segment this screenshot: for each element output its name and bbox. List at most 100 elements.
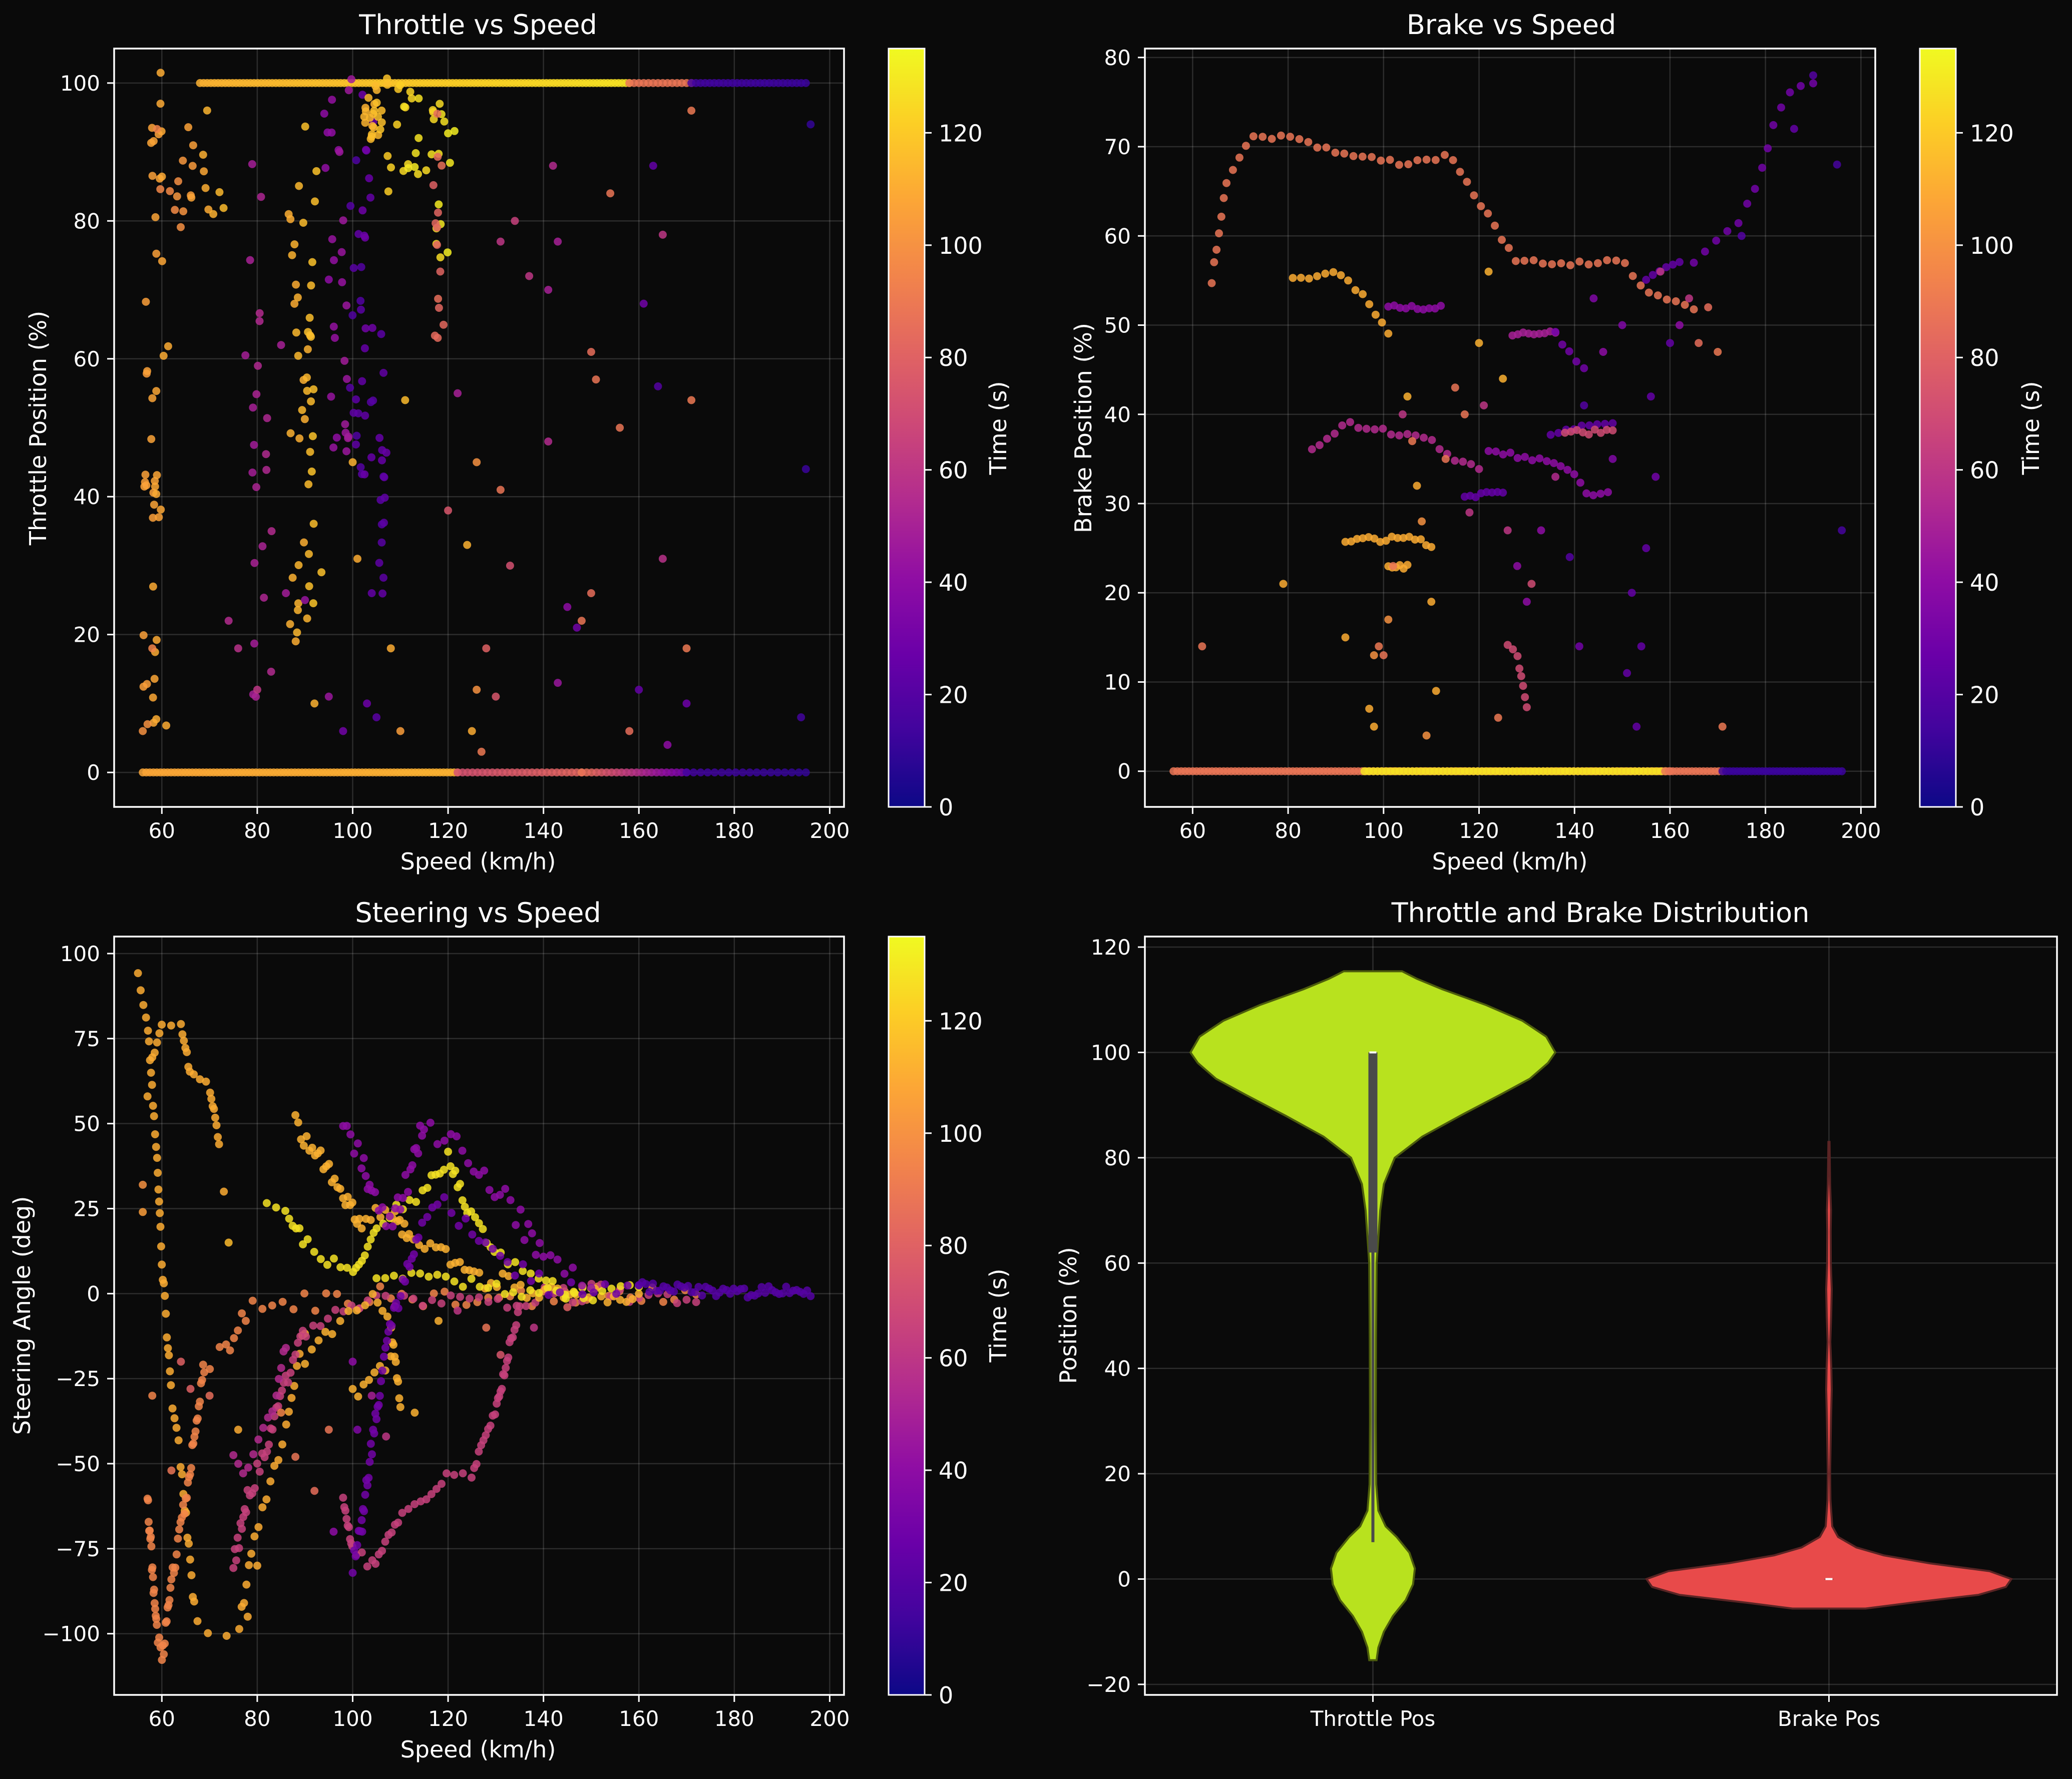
scatter-point (1215, 229, 1223, 238)
scatter-point (423, 1213, 432, 1221)
scatter-point (196, 1398, 204, 1406)
scatter-point (404, 1505, 412, 1513)
scatter-point (509, 1288, 518, 1296)
scatter-point (199, 1361, 207, 1369)
scatter-point (150, 501, 158, 509)
scatter-point (377, 106, 386, 115)
colorbar-tick-label: 40 (939, 569, 968, 596)
scatter-point (1576, 479, 1584, 487)
scatter-point (414, 1233, 423, 1242)
scatter-point (1695, 339, 1703, 347)
scatter-point (519, 1260, 527, 1268)
scatter-point (461, 1202, 469, 1211)
scatter-point (1378, 318, 1386, 327)
scatter-point (1538, 259, 1547, 268)
x-tick-label: 180 (714, 1706, 754, 1731)
scatter-point (496, 1191, 504, 1199)
scatter-point (303, 1235, 312, 1243)
scatter-point (207, 1095, 216, 1103)
steering-colorbar-ticks: 0 20 40 60 80 100 120 (925, 1008, 983, 1709)
scatter-point (1432, 687, 1440, 695)
scatter-point (459, 1469, 467, 1478)
scatter-point (420, 1125, 428, 1134)
scatter-point (395, 1394, 403, 1403)
scatter-point (139, 682, 148, 691)
scatter-point (371, 1188, 379, 1196)
x-tick-label: 60 (149, 818, 175, 843)
scatter-point (553, 1255, 562, 1264)
scatter-point (1331, 149, 1340, 157)
scatter-point (151, 1605, 159, 1613)
scatter-point (278, 1440, 286, 1449)
scatter-point (567, 1278, 575, 1286)
scatter-point (193, 1617, 202, 1625)
scatter-point (148, 394, 157, 402)
scatter-point (324, 1314, 332, 1323)
scatter-point (1648, 271, 1657, 279)
scatter-point (458, 1196, 467, 1204)
scatter-point (234, 1426, 242, 1434)
scatter-point (1743, 199, 1752, 208)
scatter-point (341, 420, 349, 428)
scatter-point (262, 450, 270, 459)
scatter-point (360, 1251, 369, 1259)
scatter-point (229, 1564, 238, 1572)
scatter-point (414, 170, 422, 178)
scatter-point (550, 1297, 558, 1305)
scatter-point (162, 721, 171, 730)
scatter-point (348, 311, 357, 319)
scatter-point (316, 1322, 325, 1330)
scatter-point (344, 1523, 353, 1531)
scatter-point (544, 437, 553, 446)
scatter-point (437, 1299, 446, 1307)
scatter-point (308, 432, 317, 440)
scatter-point (419, 1301, 427, 1310)
scatter-point (205, 1392, 214, 1400)
scatter-point (1417, 535, 1425, 544)
scatter-point (174, 1534, 182, 1543)
scatter-point (506, 562, 514, 570)
scatter-point (1349, 152, 1358, 160)
scatter-point (359, 1380, 368, 1389)
scatter-point (384, 187, 392, 196)
scatter-point (1656, 267, 1665, 276)
scatter-point (153, 1154, 161, 1162)
scatter-point (1570, 470, 1578, 479)
scatter-point (434, 334, 442, 342)
scatter-point (209, 210, 218, 218)
scatter-point (1509, 645, 1517, 654)
scatter-point (435, 200, 443, 209)
scatter-point (156, 100, 165, 108)
scatter-point (356, 297, 365, 305)
scatter-point (162, 1617, 171, 1625)
scatter-point (710, 768, 719, 777)
scatter-point (1365, 300, 1374, 308)
scatter-point (179, 207, 188, 216)
scatter-point (415, 94, 423, 103)
scatter-point (137, 986, 145, 995)
scatter-point (438, 1480, 446, 1488)
scatter-point (1371, 310, 1380, 319)
scatter-point (511, 1271, 519, 1280)
x-tick-label: 140 (524, 818, 564, 843)
scatter-point (255, 1468, 264, 1476)
scatter-point (264, 1413, 272, 1422)
scatter-point (248, 160, 256, 168)
scatter-point (381, 1274, 389, 1282)
scatter-point (224, 1238, 233, 1247)
scatter-point (454, 389, 462, 397)
scatter-point (242, 1580, 251, 1589)
scatter-point (1561, 428, 1569, 437)
scatter-point (335, 148, 344, 156)
scatter-point (357, 305, 365, 314)
scatter-point (724, 768, 733, 777)
scatter-point (1346, 418, 1354, 426)
scatter-point (210, 1105, 218, 1113)
scatter-point (310, 1487, 319, 1495)
scatter-point (427, 1490, 436, 1498)
scatter-point (365, 114, 374, 122)
scatter-point (322, 1289, 330, 1297)
scatter-point (267, 527, 276, 536)
scatter-point (1459, 458, 1467, 466)
scatter-point (336, 1317, 344, 1325)
